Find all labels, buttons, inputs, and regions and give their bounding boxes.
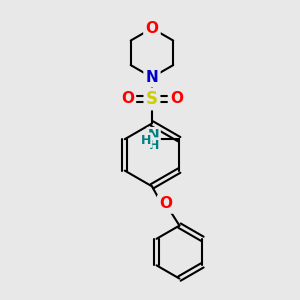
Text: O: O bbox=[146, 21, 158, 36]
Text: N: N bbox=[146, 70, 158, 85]
Text: O: O bbox=[121, 92, 134, 106]
Text: O: O bbox=[170, 92, 183, 106]
Text: N: N bbox=[148, 128, 160, 142]
Text: O: O bbox=[159, 196, 172, 211]
Text: H: H bbox=[141, 134, 151, 147]
Text: S: S bbox=[146, 90, 158, 108]
Text: H: H bbox=[148, 139, 159, 152]
